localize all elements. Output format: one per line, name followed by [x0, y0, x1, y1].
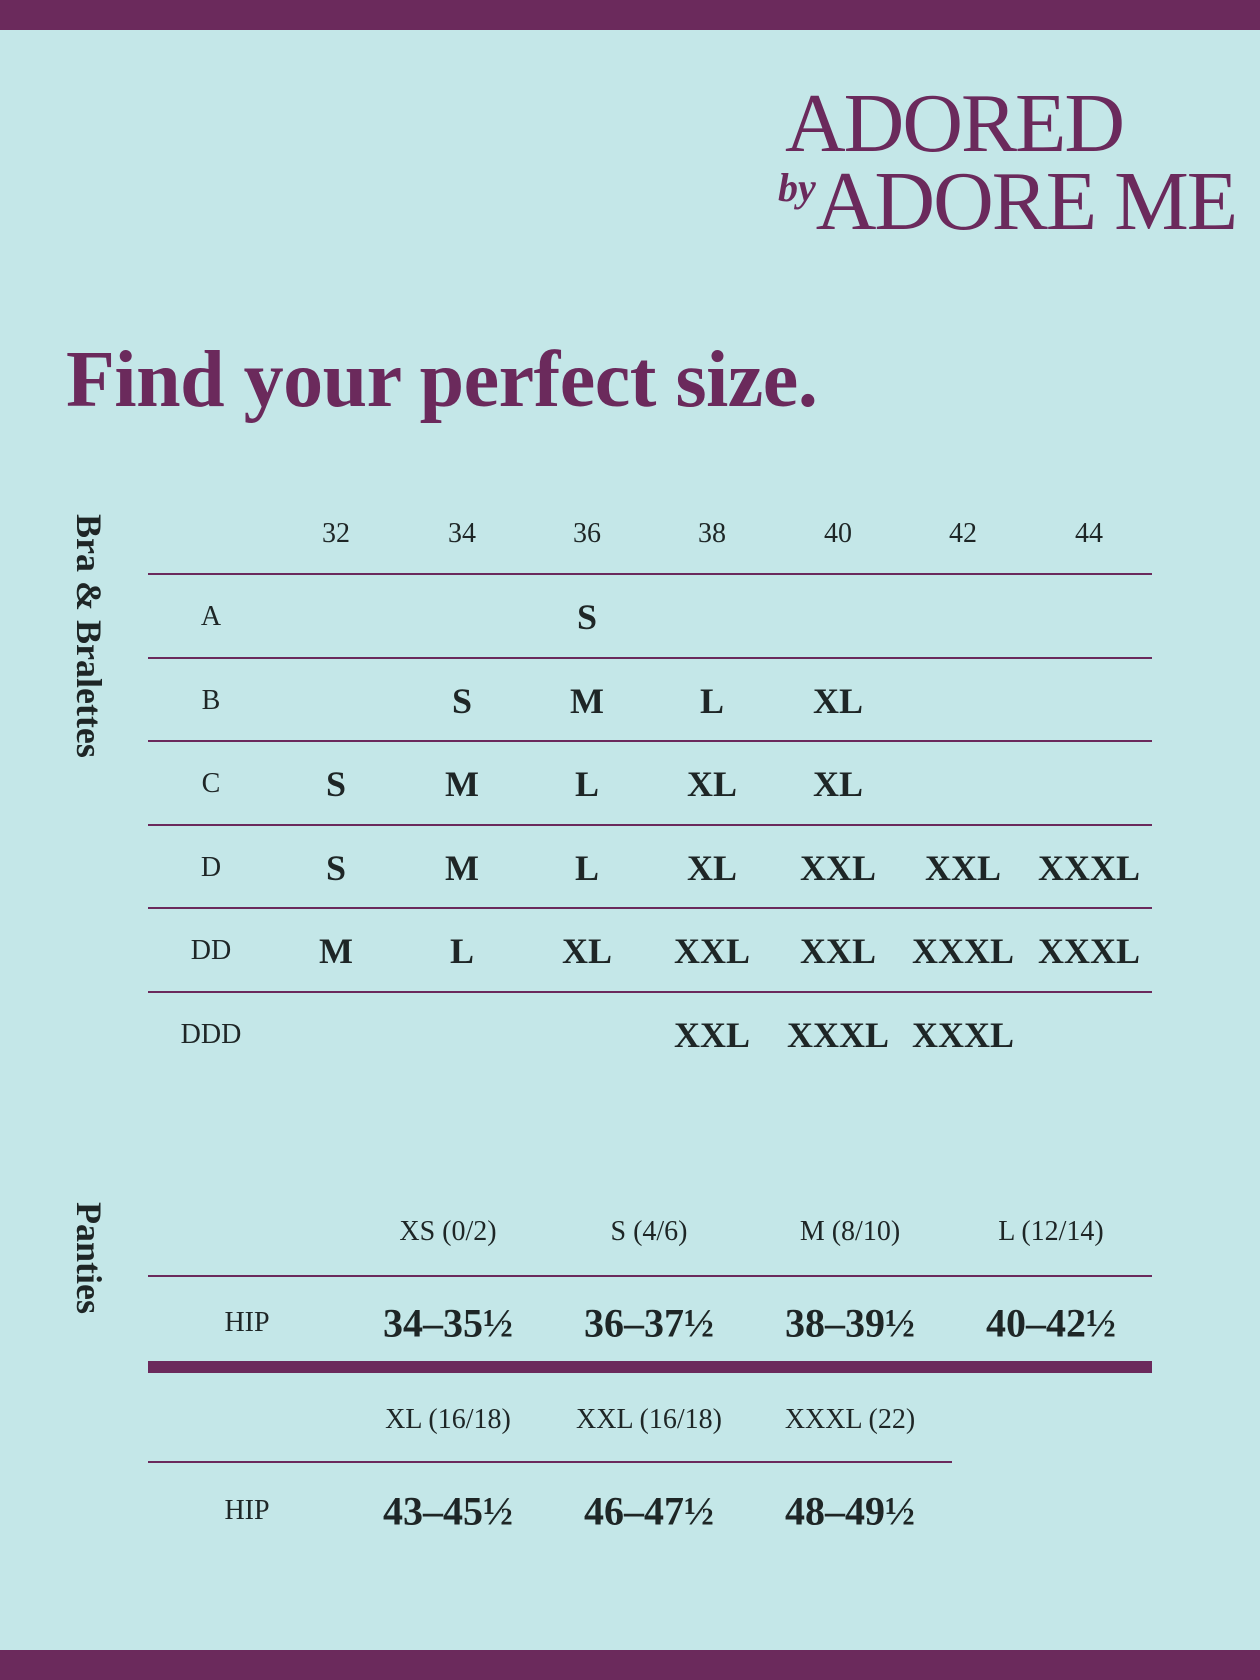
panty-size-header: XXXL (22)	[784, 1404, 916, 1435]
size-cell: XXXL	[786, 1015, 890, 1055]
size-cell: XL	[686, 848, 738, 888]
hip-range: 43–45½	[383, 1488, 513, 1534]
hip-range: 40–42½	[986, 1300, 1116, 1346]
hip-range: 48–49½	[785, 1488, 915, 1534]
hip-range: 46–47½	[584, 1488, 714, 1534]
logo-line2: byADORE ME	[778, 160, 1238, 244]
cup-label: C	[201, 768, 221, 799]
size-cell: XXXL	[1037, 931, 1141, 971]
row-divider	[148, 1461, 952, 1463]
size-cell: S	[451, 681, 473, 721]
size-cell: XXL	[924, 848, 1002, 888]
size-cell: XXL	[799, 848, 877, 888]
size-cell: XL	[561, 931, 613, 971]
size-cell: S	[325, 764, 347, 804]
panty-size-header: M (8/10)	[799, 1216, 901, 1247]
band-header: 38	[698, 518, 726, 549]
band-header: 40	[824, 518, 852, 549]
bra-section-label: Bra & Bralettes	[69, 514, 109, 758]
page-title: Find your perfect size.	[66, 336, 818, 424]
size-cell: XXXL	[911, 1015, 1015, 1055]
top-bar	[0, 0, 1260, 30]
row-divider	[148, 824, 1152, 826]
size-cell: XL	[686, 764, 738, 804]
section-divider	[148, 1361, 1152, 1373]
size-cell: XL	[812, 681, 864, 721]
size-cell: L	[574, 764, 600, 804]
hip-range: 38–39½	[785, 1300, 915, 1346]
row-divider	[148, 991, 1152, 993]
size-cell: M	[445, 764, 479, 804]
band-header: 42	[949, 518, 977, 549]
band-header: 36	[573, 518, 601, 549]
bottom-bar	[0, 1650, 1260, 1680]
size-cell: XXL	[673, 1015, 751, 1055]
row-divider	[148, 657, 1152, 659]
size-cell: L	[574, 848, 600, 888]
size-cell: XXXL	[1037, 848, 1141, 888]
cup-label: DDD	[180, 1019, 242, 1050]
panties-section-label: Panties	[69, 1202, 109, 1314]
band-header: 44	[1075, 518, 1103, 549]
hip-label: HIP	[224, 1495, 270, 1526]
band-header: 34	[448, 518, 476, 549]
panty-size-header: L (12/14)	[998, 1216, 1104, 1247]
size-cell: XL	[812, 764, 864, 804]
cup-label: A	[200, 601, 222, 632]
size-cell: L	[449, 931, 475, 971]
size-cell: L	[699, 681, 725, 721]
size-cell: M	[319, 931, 353, 971]
size-cell: M	[570, 681, 604, 721]
row-divider	[148, 907, 1152, 909]
row-divider	[148, 1275, 1152, 1277]
row-divider	[148, 573, 1152, 575]
logo-adore-me: ADORE ME	[815, 155, 1238, 248]
panty-size-header: XL (16/18)	[385, 1404, 511, 1435]
size-cell: XXXL	[911, 931, 1015, 971]
panty-size-header: XS (0/2)	[399, 1216, 497, 1247]
size-cell: XXL	[799, 931, 877, 971]
logo-line1: ADORED	[785, 77, 1125, 170]
band-header: 32	[322, 518, 350, 549]
cup-label: D	[200, 852, 222, 883]
hip-label: HIP	[224, 1307, 270, 1338]
logo-by: by	[778, 165, 816, 210]
size-cell: S	[325, 848, 347, 888]
hip-range: 34–35½	[383, 1300, 513, 1346]
row-divider	[148, 740, 1152, 742]
size-cell: S	[576, 597, 598, 637]
size-cell: M	[445, 848, 479, 888]
size-cell: XXL	[673, 931, 751, 971]
panty-size-header: XXL (16/18)	[576, 1404, 722, 1435]
hip-range: 36–37½	[584, 1300, 714, 1346]
cup-label: DD	[190, 935, 232, 966]
panty-size-header: S (4/6)	[610, 1216, 688, 1247]
cup-label: B	[201, 685, 221, 716]
